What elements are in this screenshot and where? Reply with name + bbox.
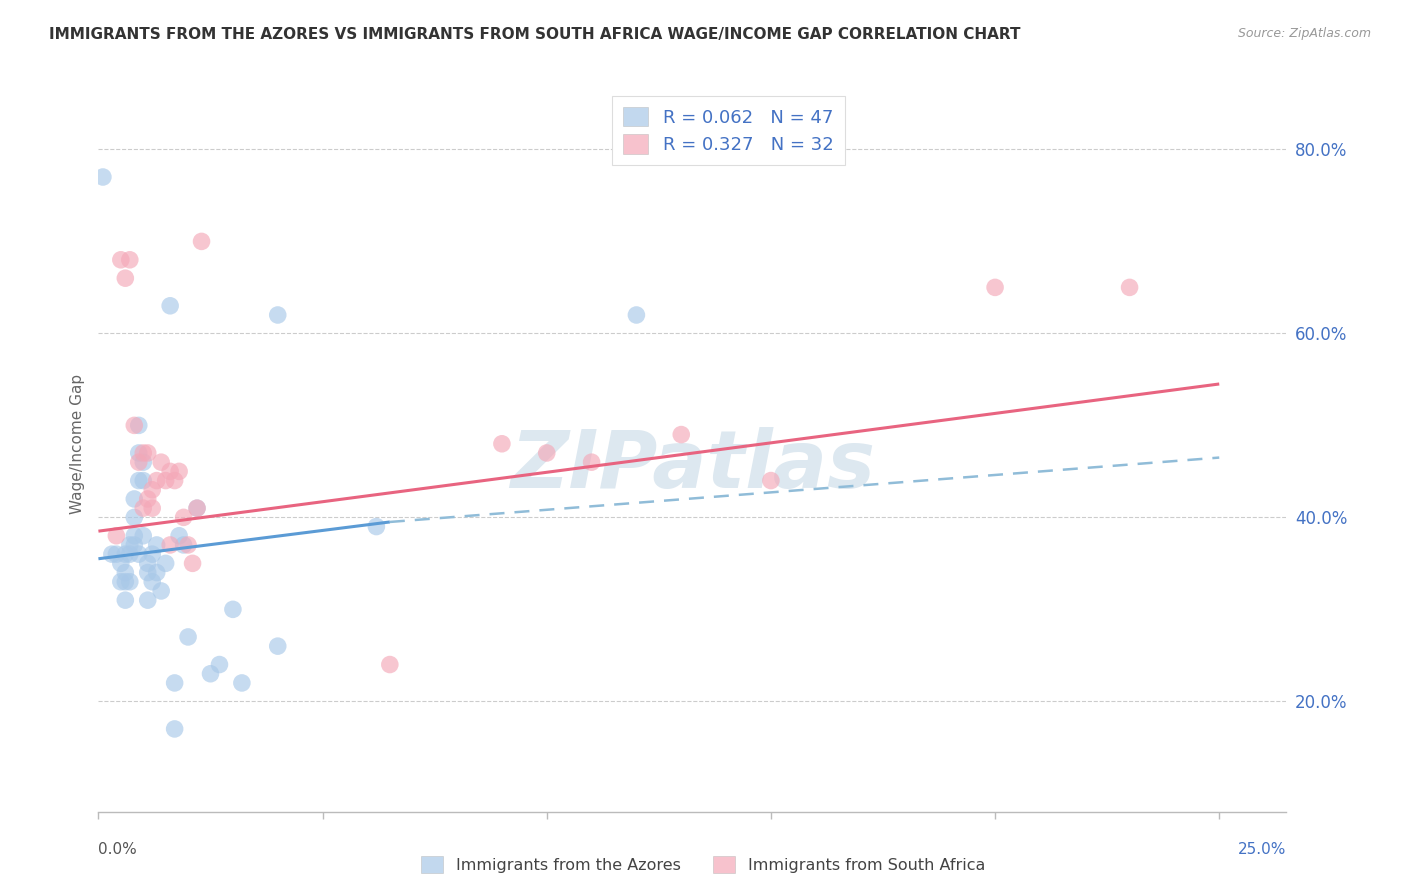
Point	[1118, 280, 1140, 294]
Point	[124, 510, 146, 524]
Y-axis label: Wage/Income Gap: Wage/Income Gap	[69, 374, 84, 514]
Point	[136, 557, 159, 571]
Point	[163, 722, 186, 736]
Point	[114, 566, 136, 580]
Point	[124, 418, 146, 433]
Point	[110, 574, 132, 589]
Point	[132, 455, 155, 469]
Point	[124, 529, 146, 543]
Point	[145, 538, 167, 552]
Point	[105, 547, 128, 561]
Point	[190, 235, 212, 249]
Point	[124, 538, 146, 552]
Point	[581, 455, 603, 469]
Text: 0.0%: 0.0%	[98, 842, 138, 857]
Point	[222, 602, 245, 616]
Point	[177, 538, 200, 552]
Point	[132, 501, 155, 516]
Text: Source: ZipAtlas.com: Source: ZipAtlas.com	[1237, 27, 1371, 40]
Point	[128, 418, 150, 433]
Point	[124, 491, 146, 506]
Point	[128, 455, 150, 469]
Point	[186, 501, 208, 516]
Point	[267, 308, 290, 322]
Point	[163, 474, 186, 488]
Point	[110, 557, 132, 571]
Point	[173, 538, 195, 552]
Point	[141, 483, 163, 497]
Point	[136, 566, 159, 580]
Legend: R = 0.062   N = 47, R = 0.327   N = 32: R = 0.062 N = 47, R = 0.327 N = 32	[613, 95, 845, 164]
Point	[136, 593, 159, 607]
Point	[91, 169, 114, 184]
Point	[118, 252, 141, 267]
Point	[114, 593, 136, 607]
Legend: Immigrants from the Azores, Immigrants from South Africa: Immigrants from the Azores, Immigrants f…	[415, 849, 991, 880]
Point	[145, 566, 167, 580]
Point	[200, 666, 222, 681]
Point	[132, 529, 155, 543]
Point	[626, 308, 648, 322]
Point	[186, 501, 208, 516]
Point	[114, 574, 136, 589]
Point	[159, 464, 181, 478]
Point	[159, 538, 181, 552]
Text: IMMIGRANTS FROM THE AZORES VS IMMIGRANTS FROM SOUTH AFRICA WAGE/INCOME GAP CORRE: IMMIGRANTS FROM THE AZORES VS IMMIGRANTS…	[49, 27, 1021, 42]
Point	[132, 474, 155, 488]
Point	[163, 676, 186, 690]
Point	[155, 557, 177, 571]
Point	[267, 639, 290, 653]
Point	[118, 547, 141, 561]
Point	[136, 446, 159, 460]
Point	[671, 427, 693, 442]
Text: 25.0%: 25.0%	[1239, 842, 1286, 857]
Point	[150, 455, 173, 469]
Point	[150, 583, 173, 598]
Point	[114, 271, 136, 285]
Point	[114, 547, 136, 561]
Point	[173, 510, 195, 524]
Point	[167, 464, 190, 478]
Point	[155, 474, 177, 488]
Point	[984, 280, 1007, 294]
Point	[141, 501, 163, 516]
Point	[132, 446, 155, 460]
Point	[141, 574, 163, 589]
Point	[110, 252, 132, 267]
Point	[128, 446, 150, 460]
Point	[759, 474, 782, 488]
Point	[101, 547, 124, 561]
Point	[378, 657, 401, 672]
Point	[128, 474, 150, 488]
Point	[145, 474, 167, 488]
Point	[208, 657, 231, 672]
Point	[177, 630, 200, 644]
Point	[491, 437, 513, 451]
Point	[105, 529, 128, 543]
Point	[167, 529, 190, 543]
Point	[536, 446, 558, 460]
Point	[118, 538, 141, 552]
Point	[181, 557, 204, 571]
Point	[141, 547, 163, 561]
Point	[128, 547, 150, 561]
Point	[231, 676, 253, 690]
Point	[136, 491, 159, 506]
Point	[366, 519, 388, 533]
Point	[159, 299, 181, 313]
Text: ZIPatlas: ZIPatlas	[510, 427, 875, 505]
Point	[118, 574, 141, 589]
